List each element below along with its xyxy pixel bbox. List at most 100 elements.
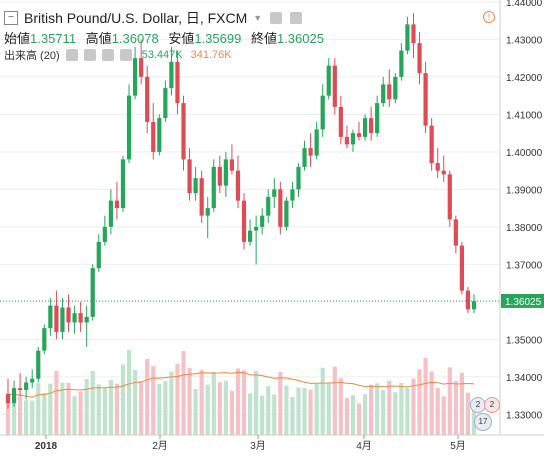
volume-bar xyxy=(5,394,11,435)
volume-bar xyxy=(254,370,259,435)
volume-bar xyxy=(181,351,186,435)
volume-bar xyxy=(175,363,180,435)
price-tick-label: 1.44000 xyxy=(506,0,543,9)
volume-bar xyxy=(362,394,368,435)
candle-body xyxy=(417,43,422,74)
volume-bar xyxy=(187,367,192,435)
candle-body xyxy=(278,189,283,227)
price-tick-label: 1.43000 xyxy=(506,35,543,46)
time-tick-label: 2月 xyxy=(152,440,168,452)
volume-bar xyxy=(30,400,35,435)
volume-bar xyxy=(120,364,126,435)
time-axis[interactable]: 2018 2月 3月 4月 5月 xyxy=(35,435,466,452)
volume-bar xyxy=(375,383,380,435)
low-value: 1.35699 xyxy=(194,31,242,46)
candle-body xyxy=(296,166,301,190)
chevron-down-icon[interactable]: ▼ xyxy=(253,13,263,23)
volume-bar xyxy=(393,392,398,435)
candle-body xyxy=(139,58,144,77)
price-tick-label: 1.35000 xyxy=(506,335,543,346)
volume-bar xyxy=(405,387,410,435)
candle-body xyxy=(132,58,138,96)
volume-bar xyxy=(453,380,458,435)
volume-bar xyxy=(163,381,168,435)
symbol-title: British Pound/U.S. Dollar, 日, FXCM xyxy=(24,10,248,26)
chart-grid xyxy=(0,1,500,415)
volume-bar xyxy=(417,369,422,435)
volume-bar xyxy=(423,357,428,435)
candle-body xyxy=(11,388,17,404)
event-badge-c[interactable]: 17 xyxy=(474,413,492,431)
candle-body xyxy=(78,313,83,323)
volume-bar xyxy=(290,397,295,435)
settings-icon[interactable] xyxy=(83,49,96,61)
price-tick-label: 1.41000 xyxy=(506,110,543,121)
volume-bar xyxy=(459,372,464,435)
volume-bar xyxy=(278,372,283,435)
volume-bar xyxy=(102,387,107,435)
volume-bar xyxy=(139,381,144,435)
volume-bar xyxy=(151,365,156,435)
volume-bar xyxy=(48,383,53,435)
volume-bar xyxy=(369,384,374,435)
volume-bar xyxy=(381,390,386,435)
volume-bar xyxy=(84,378,89,435)
candle-body xyxy=(266,196,271,216)
candle-body xyxy=(254,226,259,231)
event-badge-b[interactable]: 2 xyxy=(484,397,500,413)
candle-body xyxy=(126,95,132,160)
settings-icon[interactable] xyxy=(270,12,283,24)
volume-bar xyxy=(465,392,471,435)
candle-body xyxy=(447,174,452,220)
volume-ma-value: 341.76K xyxy=(190,49,232,61)
candle-body xyxy=(326,65,331,96)
volume-bar xyxy=(272,394,277,435)
candle-body xyxy=(344,136,350,145)
minus-square-icon[interactable]: − xyxy=(4,11,18,25)
eye-icon[interactable] xyxy=(65,49,78,61)
candle-body xyxy=(193,178,198,194)
alert-icon[interactable]: ! xyxy=(483,11,495,23)
volume-bar xyxy=(108,380,113,435)
volume-bar xyxy=(308,389,313,435)
candle-body xyxy=(356,133,362,137)
candle-body xyxy=(381,84,386,104)
volume-bar xyxy=(356,403,362,435)
volume-bar xyxy=(18,395,23,435)
volume-bar xyxy=(260,395,265,435)
volume-bar xyxy=(157,384,162,435)
candle-body xyxy=(465,290,471,310)
candle-body xyxy=(145,76,150,122)
volume-bar xyxy=(332,366,337,435)
time-tick-label: 3月 xyxy=(250,440,266,452)
close-label: 終値 xyxy=(250,31,277,46)
volume-value: 53.447K xyxy=(141,49,183,61)
price-axis[interactable]: 1.44000 1.43000 1.42000 1.41000 1.40000 1.390… xyxy=(506,0,543,421)
volume-bar xyxy=(60,382,65,435)
candle-body xyxy=(387,84,392,100)
candles xyxy=(5,13,477,409)
candle-body xyxy=(120,159,126,209)
open-value: 1.35711 xyxy=(30,31,77,46)
volume-moving-average-line xyxy=(7,371,475,398)
candle-body xyxy=(114,200,120,209)
volume-bar xyxy=(435,387,440,435)
volume-bar xyxy=(211,372,216,435)
candle-body xyxy=(241,200,247,242)
volume-bar xyxy=(126,350,132,435)
last-price-label: 1.36025 xyxy=(505,297,542,308)
time-tick-label: 2018 xyxy=(35,441,58,452)
more-icon[interactable] xyxy=(119,49,132,61)
close-icon[interactable] xyxy=(290,12,303,24)
candle-body xyxy=(459,245,464,291)
candle-body xyxy=(308,148,313,156)
candle-body xyxy=(66,307,71,323)
last-price-tag: 1.36025 xyxy=(501,293,544,308)
candle-body xyxy=(5,393,11,404)
close-icon[interactable] xyxy=(101,49,114,61)
candle-body xyxy=(157,118,162,152)
price-tick-label: 1.42000 xyxy=(506,73,543,84)
candle-body xyxy=(435,163,440,171)
candle-body xyxy=(229,159,235,171)
